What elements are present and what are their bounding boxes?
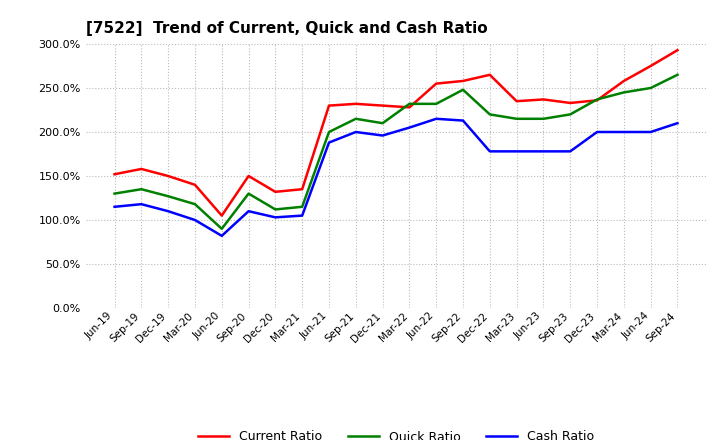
Cash Ratio [566,149,575,154]
Quick Ratio [405,101,414,106]
Quick Ratio [378,121,387,126]
Quick Ratio [647,85,655,91]
Cash Ratio [378,133,387,138]
Quick Ratio [164,194,173,199]
Current Ratio [539,97,548,102]
Quick Ratio [137,187,145,192]
Quick Ratio [539,116,548,121]
Cash Ratio [619,129,628,135]
Quick Ratio [673,72,682,77]
Line: Cash Ratio: Cash Ratio [114,119,678,236]
Current Ratio [244,173,253,179]
Quick Ratio [513,116,521,121]
Cash Ratio [191,217,199,223]
Current Ratio [325,103,333,108]
Quick Ratio [325,129,333,135]
Quick Ratio [110,191,119,196]
Current Ratio [432,81,441,86]
Quick Ratio [351,116,360,121]
Current Ratio [191,182,199,187]
Quick Ratio [191,202,199,207]
Cash Ratio [244,209,253,214]
Cash Ratio [485,149,494,154]
Current Ratio [217,213,226,218]
Current Ratio [137,166,145,172]
Cash Ratio [110,204,119,209]
Cash Ratio [539,149,548,154]
Legend: Current Ratio, Quick Ratio, Cash Ratio: Current Ratio, Quick Ratio, Cash Ratio [193,425,599,440]
Cash Ratio [164,209,173,214]
Quick Ratio [271,207,279,212]
Cash Ratio [137,202,145,207]
Quick Ratio [593,97,601,102]
Cash Ratio [298,213,307,218]
Quick Ratio [485,112,494,117]
Quick Ratio [298,204,307,209]
Quick Ratio [432,101,441,106]
Cash Ratio [271,215,279,220]
Current Ratio [298,187,307,192]
Current Ratio [513,99,521,104]
Cash Ratio [432,116,441,121]
Current Ratio [619,78,628,84]
Quick Ratio [566,112,575,117]
Cash Ratio [325,140,333,145]
Current Ratio [647,63,655,69]
Quick Ratio [244,191,253,196]
Cash Ratio [513,149,521,154]
Cash Ratio [217,233,226,238]
Cash Ratio [405,125,414,130]
Current Ratio [110,172,119,177]
Line: Current Ratio: Current Ratio [114,50,678,216]
Cash Ratio [593,129,601,135]
Cash Ratio [459,118,467,123]
Line: Quick Ratio: Quick Ratio [114,75,678,229]
Cash Ratio [647,129,655,135]
Current Ratio [566,100,575,106]
Current Ratio [351,101,360,106]
Current Ratio [673,48,682,53]
Text: [7522]  Trend of Current, Quick and Cash Ratio: [7522] Trend of Current, Quick and Cash … [86,21,488,36]
Quick Ratio [217,226,226,231]
Current Ratio [593,98,601,103]
Quick Ratio [619,90,628,95]
Current Ratio [485,72,494,77]
Cash Ratio [673,121,682,126]
Quick Ratio [459,87,467,92]
Current Ratio [164,173,173,179]
Current Ratio [459,78,467,84]
Current Ratio [405,105,414,110]
Current Ratio [378,103,387,108]
Current Ratio [271,189,279,194]
Cash Ratio [351,129,360,135]
